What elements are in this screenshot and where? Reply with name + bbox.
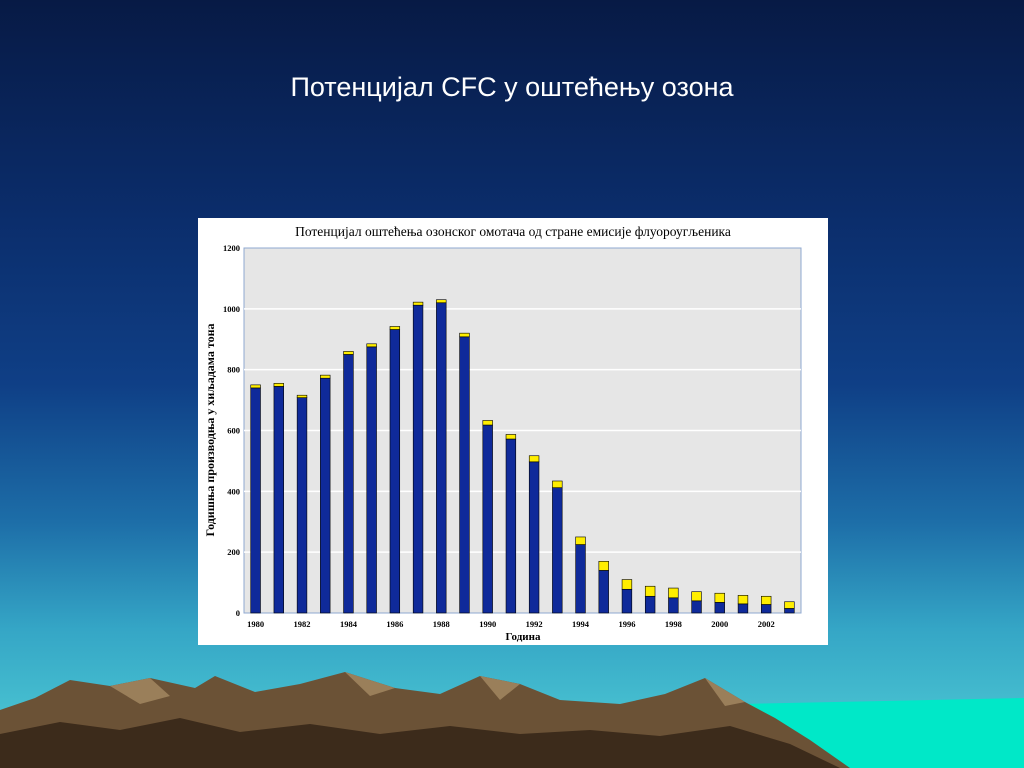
x-tick-label: 1982 [294, 619, 311, 629]
bar-top-segment [552, 480, 563, 488]
bar-top-segment [691, 591, 702, 602]
bar-top-segment [784, 601, 795, 609]
y-tick-label: 400 [227, 486, 240, 496]
bar-production [761, 604, 772, 614]
bar-production [343, 354, 354, 614]
x-tick-label: 1996 [618, 619, 635, 629]
bar-top-segment [436, 299, 447, 304]
bar-top-segment [412, 301, 424, 306]
x-tick-label: 1992 [526, 619, 543, 629]
bar-top-segment [761, 595, 772, 605]
y-tick-label: 0 [236, 608, 240, 618]
ozone-depletion-bar-chart: Потенцијал оштећења озонског омотача од … [203, 224, 802, 643]
bar-production [668, 597, 679, 614]
bar-production [621, 588, 633, 614]
bar-top-segment [714, 592, 725, 603]
bar-production [598, 570, 609, 614]
bar-production [250, 387, 261, 614]
bar-production [412, 304, 424, 614]
bar-production [784, 608, 795, 614]
mountain-shadow [0, 718, 840, 768]
bar-production [320, 377, 331, 614]
bar-top-segment [343, 351, 354, 355]
bar-top-segment [459, 332, 470, 338]
mountain-highlight [480, 676, 520, 700]
chart-title: Потенцијал оштећења озонског омотача од … [295, 224, 731, 239]
x-tick-labels: 1980 1982 1984 1986 1988 1990 1992 1994 1996 1998… [247, 619, 775, 629]
bar-top-segment [621, 579, 633, 590]
bar-top-segment [668, 587, 679, 599]
chart-panel: Потенцијал оштећења озонског омотача од … [198, 218, 828, 645]
y-tick-label: 600 [227, 426, 240, 436]
x-tick-label: 2002 [758, 619, 775, 629]
x-tick-label: 1984 [340, 619, 358, 629]
x-tick-label: 1998 [665, 619, 682, 629]
bar-production [552, 487, 563, 614]
slide-title: Потенцијал CFC у оштећењу озона [290, 72, 734, 102]
bar-production [714, 602, 725, 614]
y-axis-label: Годишња производња у хиљадама тона [203, 323, 217, 536]
mountain-landscape [0, 672, 1024, 768]
bar-production [505, 438, 517, 614]
x-axis-label: Година [506, 631, 541, 643]
bar-top-segment [598, 560, 609, 571]
bar-production [482, 424, 493, 614]
bar-top-segment [296, 394, 308, 398]
bar-top-segment [273, 383, 284, 387]
bar-production [296, 397, 308, 614]
bar-production [575, 544, 586, 614]
bar-production [528, 461, 540, 614]
bar-production [273, 386, 284, 614]
bar-top-segment [575, 536, 586, 545]
bars [250, 299, 795, 614]
y-tick-label: 1000 [223, 304, 240, 314]
bar-top-segment [482, 420, 493, 426]
bar-production [691, 600, 702, 614]
bar-top-segment [644, 585, 656, 597]
x-tick-label: 2000 [711, 619, 728, 629]
y-tick-label: 800 [227, 365, 240, 375]
y-tick-labels: 0 200 400 600 800 1000 1200 [223, 243, 240, 618]
x-tick-label: 1988 [433, 619, 450, 629]
bar-production [389, 329, 401, 614]
x-tick-label: 1986 [386, 619, 403, 629]
bar-production [459, 336, 470, 614]
bar-production [737, 603, 749, 614]
y-tick-label: 1200 [223, 243, 240, 253]
x-tick-label: 1994 [572, 619, 590, 629]
bar-production [644, 595, 656, 614]
grid-lines [244, 308, 801, 553]
mountain-highlight [705, 678, 745, 706]
bar-top-segment [528, 455, 540, 463]
y-tick-label: 200 [227, 547, 240, 557]
bar-production [366, 346, 377, 614]
bar-top-segment [250, 384, 261, 389]
bar-top-segment [366, 343, 377, 348]
bar-top-segment [737, 595, 749, 605]
mountain-highlight [110, 678, 170, 704]
bar-top-segment [505, 434, 517, 440]
bar-top-segment [320, 374, 331, 379]
x-tick-label: 1990 [479, 619, 496, 629]
bar-production [436, 302, 447, 614]
mountain-highlight [345, 672, 395, 696]
bar-top-segment [389, 326, 401, 330]
x-tick-label: 1980 [247, 619, 264, 629]
